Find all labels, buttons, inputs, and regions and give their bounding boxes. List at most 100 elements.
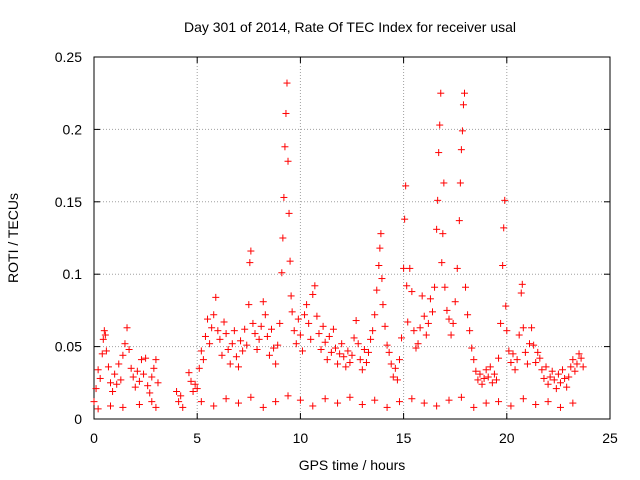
data-point xyxy=(189,387,197,395)
data-point xyxy=(279,234,287,242)
data-point xyxy=(350,334,358,342)
data-point xyxy=(462,283,470,291)
data-point xyxy=(288,308,296,316)
data-point xyxy=(336,350,344,358)
data-point xyxy=(474,376,482,384)
data-point xyxy=(344,347,352,355)
data-point xyxy=(228,340,236,348)
data-point xyxy=(98,350,106,358)
data-point xyxy=(459,101,467,109)
data-point xyxy=(492,376,500,384)
data-point xyxy=(540,374,548,382)
data-point xyxy=(352,317,360,325)
data-point xyxy=(354,340,362,348)
data-point xyxy=(245,301,253,309)
data-point xyxy=(111,370,119,378)
data-point xyxy=(356,356,364,364)
data-point xyxy=(466,327,474,335)
data-point xyxy=(109,387,117,395)
y-tick-label: 0.1 xyxy=(63,266,83,282)
data-point xyxy=(383,341,391,349)
data-point xyxy=(360,345,368,353)
data-point xyxy=(152,356,160,364)
data-point xyxy=(395,356,403,364)
x-tick-labels: 0 5 10 15 20 25 xyxy=(90,430,618,446)
data-point xyxy=(232,353,240,361)
data-point xyxy=(443,306,451,314)
data-point xyxy=(420,312,428,320)
data-point xyxy=(150,364,158,372)
data-point xyxy=(218,351,226,359)
data-point xyxy=(224,345,232,353)
data-point xyxy=(148,398,156,406)
data-point xyxy=(457,146,465,154)
data-point xyxy=(246,259,254,267)
y-tick-label: 0 xyxy=(74,411,82,427)
data-point xyxy=(548,367,556,375)
data-point xyxy=(389,373,397,381)
data-point xyxy=(197,347,205,355)
data-point xyxy=(265,351,273,359)
data-point xyxy=(237,337,245,345)
data-point xyxy=(468,344,476,352)
data-point xyxy=(325,332,333,340)
data-point xyxy=(563,383,571,391)
data-point xyxy=(144,382,152,390)
data-point xyxy=(561,374,569,382)
data-point xyxy=(187,377,195,385)
chart-title: Day 301 of 2014, Rate Of TEC Index for r… xyxy=(184,19,516,35)
data-point xyxy=(338,340,346,348)
data-point xyxy=(90,398,98,406)
data-point xyxy=(435,149,443,157)
data-point xyxy=(154,379,162,387)
data-point xyxy=(309,402,317,410)
data-point xyxy=(480,374,488,382)
data-point xyxy=(567,363,575,371)
data-point xyxy=(340,353,348,361)
x-tick-label: 15 xyxy=(396,430,412,446)
data-point xyxy=(408,395,416,403)
data-point xyxy=(195,364,203,372)
data-point xyxy=(495,398,503,406)
data-point xyxy=(505,347,513,355)
data-point xyxy=(243,341,251,349)
data-point xyxy=(140,370,148,378)
data-point xyxy=(464,311,472,319)
data-point xyxy=(268,325,276,333)
data-point xyxy=(513,356,521,364)
data-point xyxy=(416,324,424,332)
data-point xyxy=(127,364,135,372)
data-point xyxy=(220,318,228,326)
data-point xyxy=(257,322,265,330)
data-point xyxy=(137,356,145,364)
data-point xyxy=(199,356,207,364)
chart-grid xyxy=(94,57,610,419)
data-point xyxy=(303,301,311,309)
data-point xyxy=(135,377,143,385)
data-point xyxy=(517,289,525,297)
data-point xyxy=(440,179,448,187)
data-point xyxy=(285,209,293,217)
data-point xyxy=(222,395,230,403)
data-point xyxy=(521,348,529,356)
data-point xyxy=(284,392,292,400)
data-point xyxy=(107,402,115,410)
data-point xyxy=(175,398,183,406)
data-point xyxy=(439,230,447,238)
data-point xyxy=(261,311,269,319)
data-point xyxy=(472,367,480,375)
data-point xyxy=(456,179,464,187)
data-point xyxy=(247,247,255,255)
data-point xyxy=(552,385,560,393)
data-point xyxy=(121,340,129,348)
data-point xyxy=(315,330,323,338)
data-point xyxy=(490,370,498,378)
data-point xyxy=(292,340,300,348)
y-axis-label: ROTI / TECUs xyxy=(5,193,21,283)
data-point xyxy=(208,324,216,332)
data-point xyxy=(395,398,403,406)
data-point xyxy=(131,383,139,391)
data-point xyxy=(115,360,123,368)
data-point xyxy=(424,319,432,327)
y-tick-labels: 0 0.05 0.1 0.15 0.2 0.25 xyxy=(55,49,82,427)
